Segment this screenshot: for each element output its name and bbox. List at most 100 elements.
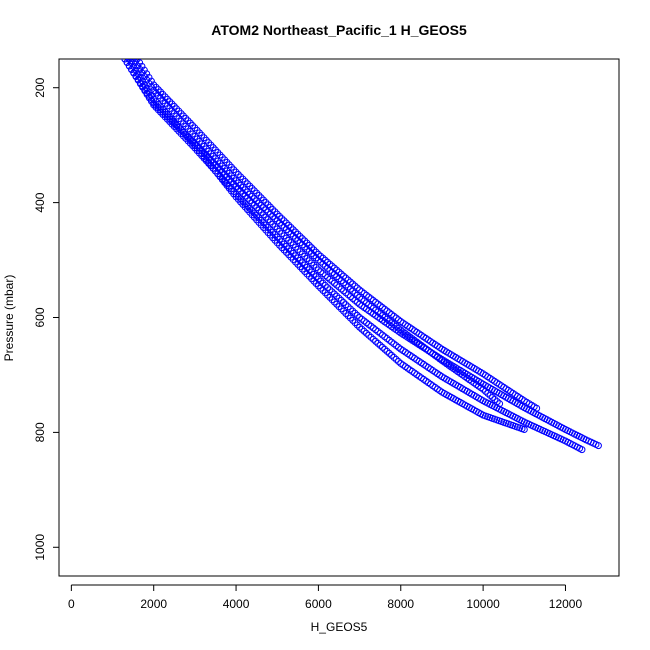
x-tick-label: 0 [68,597,75,611]
data-point [344,303,352,311]
data-point [157,88,165,96]
data-point [358,325,366,333]
data-point [388,351,396,359]
data-point [333,292,341,300]
data-point [324,258,332,266]
data-point [484,389,492,397]
y-axis: 200 400 600 800 1000 [33,77,60,561]
data-point [314,266,322,274]
data-point [392,355,400,363]
data-point [314,250,322,258]
data-point [314,282,322,290]
data-point [141,81,149,89]
data-point [360,327,368,335]
data-point [308,244,316,252]
data-point [330,264,338,272]
data-point [317,252,325,260]
data-point [493,398,501,406]
data-point [326,260,334,268]
data-point [321,272,329,280]
data-point [369,304,377,312]
data-point [342,289,350,297]
data-point [358,315,366,323]
data-point [356,293,364,301]
data-point [173,105,181,113]
data-point [324,273,332,281]
chart-title: ATOM2 Northeast_Pacific_1 H_GEOS5 [211,22,467,38]
data-point [175,107,183,115]
data-point [328,277,336,285]
data-point [136,73,144,81]
data-point [248,184,256,192]
data-point [161,113,169,121]
data-point [276,241,284,249]
data-point [362,299,370,307]
data-point [358,295,366,303]
data-point [358,288,366,296]
data-point [241,177,249,185]
data-point [392,323,400,330]
data-point [351,282,359,290]
data-point [342,309,350,317]
data-point [289,226,297,234]
data-point [133,59,141,63]
data-point [285,221,293,229]
data-point [319,287,327,294]
data-point [189,122,197,130]
data-point [234,171,242,178]
data-point [367,302,375,310]
data-point [367,333,375,341]
data-point [273,239,281,247]
data-point [241,186,249,194]
data-point [326,293,334,301]
data-point [335,294,343,302]
data-point [257,194,265,202]
data-point [344,312,352,320]
data-point [481,387,489,395]
plot-frame [58,58,620,577]
data-point [489,394,497,402]
data-point [276,227,284,235]
data-point [301,261,309,269]
data-point [385,317,393,325]
data-point [287,239,295,247]
data-point [166,118,174,126]
data-point [303,263,311,271]
data-point [353,311,361,319]
data-point [337,305,345,313]
y-tick-label: 400 [33,192,47,212]
data-point [346,305,354,313]
y-tick-label: 800 [33,422,47,442]
data-point [335,303,343,311]
data-point [298,235,306,243]
data-point [143,70,151,78]
data-point [337,296,345,304]
data-point [312,264,320,272]
data-point [292,243,300,251]
data-point [385,309,393,317]
data-point [312,280,320,288]
data-point [351,319,359,327]
data-point [262,221,270,229]
x-tick-label: 10000 [466,597,500,611]
data-point [134,62,142,70]
data-point [150,81,158,89]
data-point [319,254,327,262]
data-point [594,442,602,450]
data-point [335,283,343,291]
data-point [369,335,377,343]
data-point [385,349,393,357]
data-point [298,265,306,273]
data-point [376,329,384,337]
data-point [154,86,162,94]
data-point [394,324,402,332]
data-point [305,257,313,265]
data-point [330,279,338,287]
x-tick-label: 8000 [387,597,414,611]
data-point [289,241,297,249]
data-point [170,102,178,110]
data-point [310,246,318,254]
data-point [333,281,341,289]
data-point [312,248,320,256]
data-point [394,343,402,351]
